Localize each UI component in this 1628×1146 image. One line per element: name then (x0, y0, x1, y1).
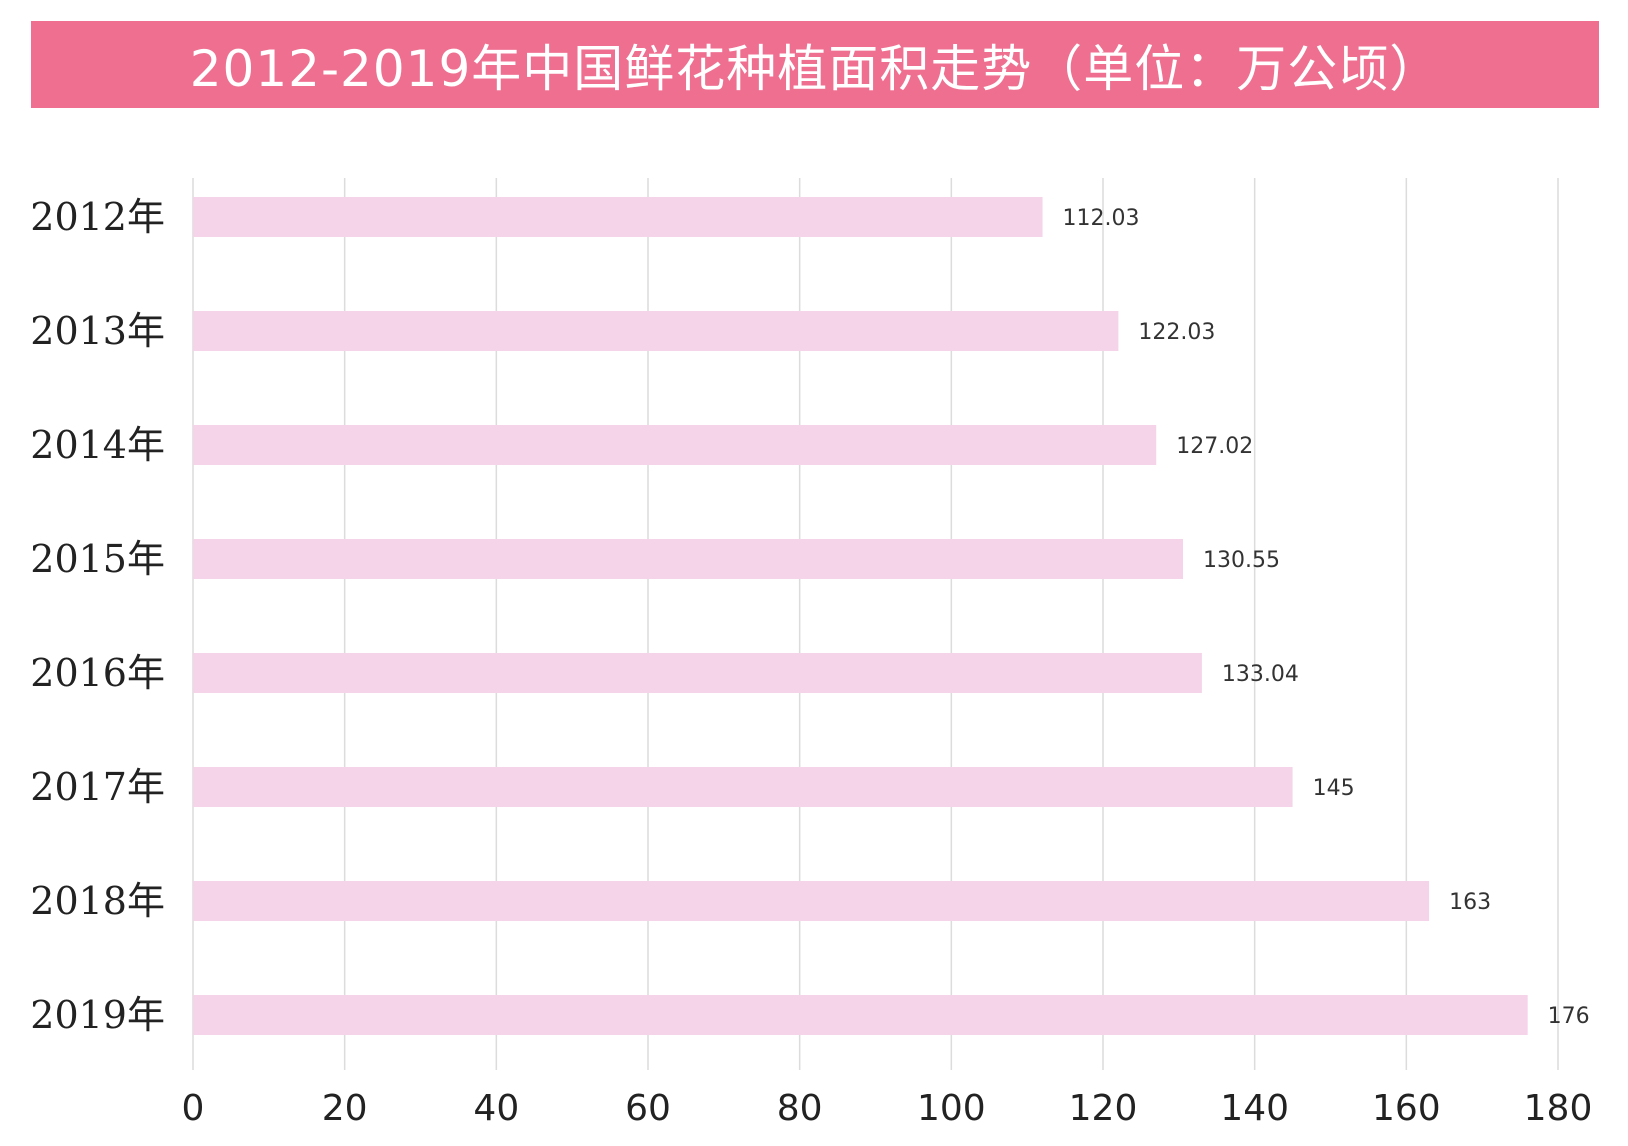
bar-value-label: 130.55 (1203, 548, 1280, 573)
bar (193, 197, 1043, 237)
y-category-label: 2017年 (30, 765, 165, 809)
bar-value-label: 127.02 (1176, 434, 1253, 459)
y-category-label: 2014年 (30, 423, 165, 467)
x-tick-label: 120 (1069, 1088, 1138, 1129)
bar (193, 767, 1293, 807)
labels: 0 20 40 60 80 100 120 140 160 180 2012年 112.03 2013年… (30, 195, 1592, 1129)
bar-value-label: 176 (1548, 1004, 1590, 1029)
x-tick-label: 0 (182, 1088, 205, 1129)
y-category-label: 2018年 (30, 879, 165, 923)
bar-value-label: 163 (1449, 890, 1491, 915)
x-tick-label: 100 (917, 1088, 986, 1129)
y-category-label: 2015年 (30, 537, 165, 581)
x-tick-label: 20 (322, 1088, 368, 1129)
x-tick-label: 180 (1524, 1088, 1593, 1129)
bar-value-label: 112.03 (1063, 206, 1140, 231)
bar-value-label: 133.04 (1222, 662, 1299, 687)
bar-value-label: 145 (1313, 776, 1355, 801)
bars (193, 197, 1528, 1035)
y-category-label: 2013年 (30, 309, 165, 353)
bar (193, 311, 1119, 351)
y-category-label: 2012年 (30, 195, 165, 239)
bar (193, 425, 1157, 465)
x-tick-label: 40 (473, 1088, 519, 1129)
bar (193, 881, 1430, 921)
bar-value-label: 122.03 (1138, 320, 1215, 345)
x-tick-label: 80 (777, 1088, 823, 1129)
x-tick-label: 140 (1220, 1088, 1289, 1129)
bar (193, 539, 1184, 579)
x-tick-label: 60 (625, 1088, 671, 1129)
bar (193, 653, 1202, 693)
x-tick-label: 160 (1372, 1088, 1441, 1129)
bar (193, 995, 1528, 1035)
y-category-label: 2019年 (30, 993, 165, 1037)
chart-title: 2012-2019年中国鲜花种植面积走势（单位：万公顷） (31, 21, 1599, 108)
y-category-label: 2016年 (30, 651, 165, 695)
